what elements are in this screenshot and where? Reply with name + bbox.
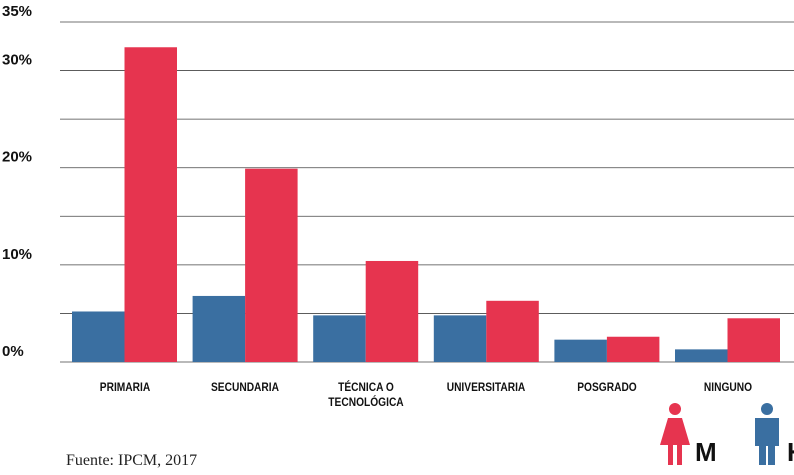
bar (606, 336, 660, 362)
y-tick-label: 30% (2, 52, 32, 69)
y-tick-label: 35% (2, 3, 32, 20)
bar (433, 315, 487, 362)
x-tick-label: SECUNDARIA (211, 380, 280, 394)
bar (486, 300, 539, 362)
legend-label: H (787, 437, 794, 467)
legend-icon (761, 403, 773, 415)
bar (124, 47, 177, 362)
bar (554, 339, 607, 362)
y-tick-label: 20% (2, 149, 32, 166)
bar (245, 168, 298, 362)
bar (313, 315, 366, 362)
legend-label: M (695, 437, 717, 467)
x-tick-label: NINGUNO (703, 380, 752, 394)
x-tick-label: UNIVERSITARIA (446, 380, 526, 394)
bar (727, 318, 780, 362)
bar (192, 295, 246, 362)
bar (365, 260, 419, 362)
source: Fuente: IPCM, 2017 (66, 452, 198, 469)
x-tick-label: TÉCNICA O TECNOLÓGICA (327, 380, 404, 409)
legend-icon (669, 403, 681, 415)
bar (72, 311, 125, 362)
x-tick-label: PRIMARIA (99, 380, 150, 394)
x-tick-label: POSGRADO (577, 380, 637, 394)
legend-icon (660, 418, 690, 465)
legend-icon (755, 418, 779, 465)
y-tick-label: 10% (2, 246, 32, 263)
bar (675, 349, 728, 362)
y-tick-label: 0% (2, 343, 24, 360)
